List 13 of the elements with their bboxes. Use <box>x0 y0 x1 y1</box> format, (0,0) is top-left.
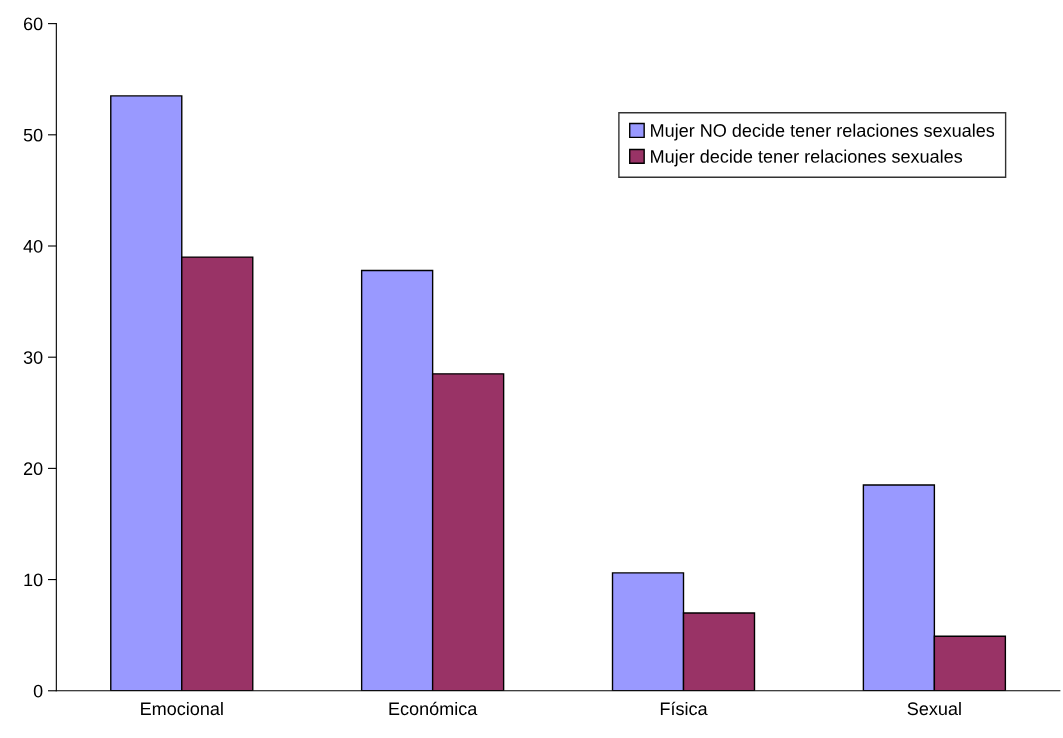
legend-label: Mujer decide tener relaciones sexuales <box>651 149 963 167</box>
x-tick-label: Emocional <box>141 701 223 716</box>
x-tick-label: Sexual <box>907 701 961 716</box>
y-tick-label: 50 <box>23 128 43 142</box>
y-tick-label: 60 <box>23 17 43 31</box>
x-tick-label: Económica <box>389 701 478 716</box>
y-tick-label: 40 <box>23 239 43 253</box>
x-tick-label: Física <box>660 701 708 716</box>
y-tick-label: 0 <box>33 684 43 698</box>
y-tick-label: 10 <box>24 573 43 587</box>
y-tick-label: 20 <box>23 462 43 476</box>
legend-label: Mujer NO decide tener relaciones sexuales <box>651 123 995 141</box>
y-tick-label: 30 <box>23 351 43 364</box>
